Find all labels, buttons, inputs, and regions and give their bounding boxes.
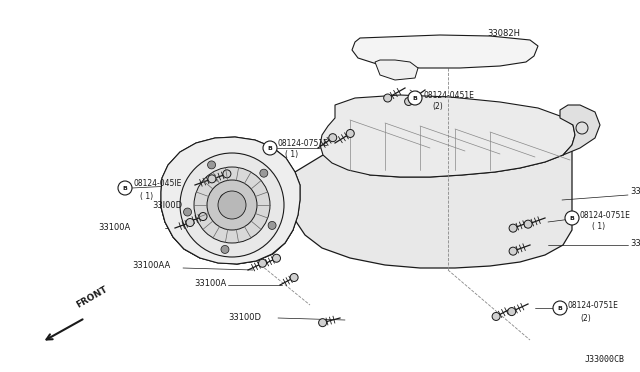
Polygon shape	[560, 105, 600, 155]
Text: B: B	[557, 305, 563, 311]
Circle shape	[404, 97, 413, 106]
Text: 33l00D: 33l00D	[152, 201, 182, 209]
Text: 08124-0451E: 08124-0451E	[423, 92, 474, 100]
Circle shape	[207, 161, 216, 169]
Text: 33100D: 33100D	[228, 314, 261, 323]
Text: B: B	[570, 215, 575, 221]
Circle shape	[259, 259, 266, 267]
Polygon shape	[320, 95, 575, 177]
Text: ( 1): ( 1)	[285, 151, 298, 160]
Text: ( 1): ( 1)	[592, 222, 605, 231]
Circle shape	[319, 319, 326, 327]
Text: (2): (2)	[432, 103, 443, 112]
Circle shape	[263, 141, 277, 155]
Text: J33000CB: J33000CB	[585, 356, 625, 365]
Circle shape	[565, 211, 579, 225]
Polygon shape	[161, 145, 572, 268]
Text: FRONT: FRONT	[75, 285, 109, 310]
Circle shape	[492, 312, 500, 320]
Text: 08124-0751E: 08124-0751E	[568, 301, 619, 310]
Circle shape	[186, 218, 194, 227]
Text: 08124-0751E: 08124-0751E	[278, 138, 329, 148]
Circle shape	[260, 169, 268, 177]
Text: 33082H: 33082H	[487, 29, 520, 38]
Circle shape	[221, 246, 229, 253]
Text: 33100: 33100	[630, 187, 640, 196]
Text: (2): (2)	[580, 314, 591, 323]
Circle shape	[218, 191, 246, 219]
Circle shape	[223, 170, 231, 178]
Text: 33100AA: 33100AA	[132, 260, 170, 269]
Circle shape	[408, 91, 422, 105]
Text: 33100A: 33100A	[194, 279, 227, 288]
Text: B: B	[268, 145, 273, 151]
Text: B: B	[413, 96, 417, 100]
Text: 33100A: 33100A	[630, 238, 640, 247]
Circle shape	[383, 94, 392, 102]
Polygon shape	[352, 35, 538, 68]
Text: 33100A: 33100A	[98, 224, 131, 232]
Circle shape	[268, 221, 276, 230]
Circle shape	[290, 273, 298, 282]
Circle shape	[508, 308, 516, 315]
Circle shape	[273, 254, 280, 262]
Circle shape	[346, 129, 355, 138]
Circle shape	[553, 301, 567, 315]
Text: B: B	[123, 186, 127, 190]
Circle shape	[194, 167, 270, 243]
Circle shape	[221, 194, 228, 202]
Text: ( 1): ( 1)	[140, 192, 153, 201]
Circle shape	[180, 153, 284, 257]
Circle shape	[199, 212, 207, 221]
Circle shape	[118, 181, 132, 195]
Circle shape	[184, 208, 191, 216]
Polygon shape	[161, 137, 300, 264]
Circle shape	[207, 180, 257, 230]
Polygon shape	[375, 60, 418, 80]
Text: 08124-0751E: 08124-0751E	[580, 211, 631, 219]
Circle shape	[329, 134, 337, 142]
Circle shape	[208, 175, 216, 183]
Polygon shape	[161, 137, 300, 264]
Text: 08124-045lE: 08124-045lE	[133, 180, 181, 189]
Circle shape	[509, 247, 517, 255]
Circle shape	[509, 224, 517, 232]
Circle shape	[524, 220, 532, 228]
